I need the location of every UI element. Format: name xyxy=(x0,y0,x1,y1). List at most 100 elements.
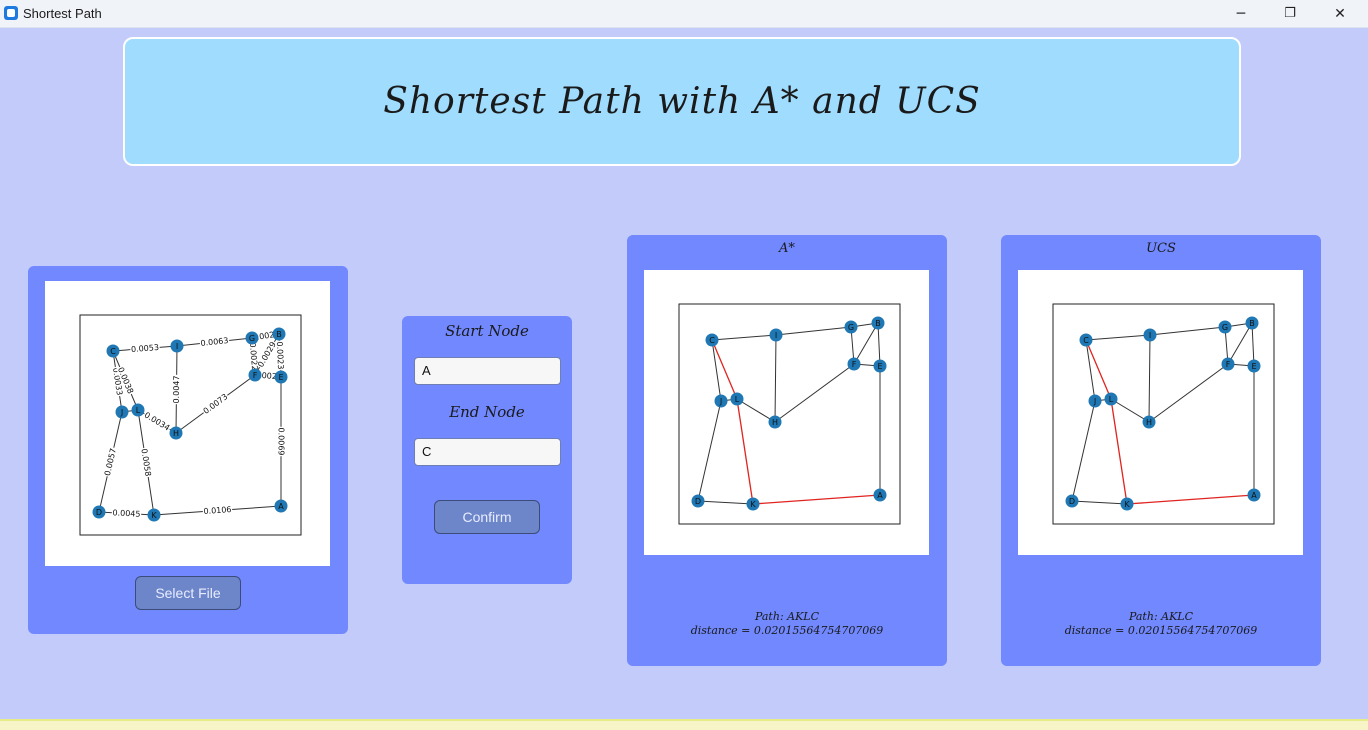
edge-DK xyxy=(697,500,754,505)
input-graph-panel: 0.0053 0.0063 0.0023 0.0022 0.0029 0.0023 0.00… xyxy=(28,266,348,634)
node-E xyxy=(873,359,887,373)
astar-path-text: Path: AKLC xyxy=(754,610,820,623)
node-K xyxy=(1120,497,1134,511)
end-node-input[interactable]: C xyxy=(414,438,561,466)
astar-graph-canvas: C I G B F E J L H D K A xyxy=(644,270,929,555)
node-selection-panel: Start Node A End Node C Confirm xyxy=(402,316,572,584)
plot-frame xyxy=(1052,303,1275,525)
node-G xyxy=(245,331,259,345)
node-C xyxy=(106,344,120,358)
edge-weight-bg xyxy=(116,365,135,396)
edge-BE xyxy=(877,322,881,367)
node-J xyxy=(115,405,129,419)
node-I xyxy=(170,339,184,353)
edge-JD xyxy=(697,400,722,502)
edge-weight-label: 0.0022 xyxy=(254,370,283,381)
edge-DK xyxy=(1071,500,1128,505)
node-label-K: K xyxy=(151,511,157,520)
edge-KA xyxy=(1126,494,1255,505)
node-E xyxy=(274,370,288,384)
node-B xyxy=(272,327,286,341)
node-label-E: E xyxy=(1251,362,1256,371)
node-F xyxy=(1221,357,1235,371)
ucs-distance-text: distance = 0.020155647547070​69 xyxy=(1064,624,1258,637)
ucs-title: UCS xyxy=(1146,241,1176,256)
edge-weight-label: 0.0029 xyxy=(256,340,278,369)
edge-weight-bg xyxy=(111,366,124,397)
start-node-input[interactable]: A xyxy=(414,357,561,385)
edge-weight-label: 0.0057 xyxy=(103,447,118,476)
node-L xyxy=(1104,392,1118,406)
ucs-graph-plot: C I G B F E J L H D K A xyxy=(1052,303,1275,525)
node-L xyxy=(730,392,744,406)
edge-weight-bg xyxy=(103,446,118,478)
edge-LK xyxy=(736,398,754,505)
node-I xyxy=(769,328,783,342)
node-D xyxy=(1065,494,1079,508)
node-label-B: B xyxy=(276,330,282,339)
edge-weight-bg xyxy=(201,392,230,416)
edge-HF xyxy=(774,363,855,423)
edge-CI xyxy=(1085,334,1151,341)
edge-CJ xyxy=(1085,339,1096,402)
node-G xyxy=(844,320,858,334)
node-label-L: L xyxy=(1109,395,1114,404)
edge-weight-bg xyxy=(199,336,230,348)
edge-BF xyxy=(1227,322,1253,365)
edge-weight-label: 0.0034 xyxy=(143,410,172,432)
edge-weight-bg xyxy=(172,374,181,405)
node-label-C: C xyxy=(1083,336,1089,345)
restore-button[interactable]: ❐ xyxy=(1284,6,1296,21)
ucs-path-text: Path: AKLC xyxy=(1128,610,1194,623)
node-label-C: C xyxy=(709,336,715,345)
edge-weight-label: 0.0047 xyxy=(172,375,181,403)
node-H xyxy=(768,415,782,429)
edge-weight-bg xyxy=(139,447,153,478)
node-label-F: F xyxy=(852,360,857,369)
node-K xyxy=(746,497,760,511)
edge-CI xyxy=(711,334,777,341)
node-B xyxy=(871,316,885,330)
plot-frame xyxy=(79,314,302,536)
edge-weight-label: 0.0058 xyxy=(139,448,152,477)
node-label-D: D xyxy=(96,508,102,517)
node-label-I: I xyxy=(176,342,178,351)
node-F xyxy=(847,357,861,371)
edge-BF xyxy=(853,322,879,365)
node-label-B: B xyxy=(875,319,881,328)
node-label-K: K xyxy=(1124,500,1130,509)
node-B xyxy=(1245,316,1259,330)
node-label-E: E xyxy=(278,373,283,382)
edge-BE xyxy=(1251,322,1255,367)
node-D xyxy=(92,505,106,519)
edge-CL xyxy=(711,339,738,400)
node-L xyxy=(131,403,145,417)
node-H xyxy=(169,426,183,440)
edge-weight-label: 0.0022 xyxy=(248,342,259,371)
node-label-I: I xyxy=(1149,331,1151,340)
node-label-H: H xyxy=(173,429,179,438)
astar-result-panel: A* C I G B F E J L H D K A Path: AKLC distance = 0.… xyxy=(627,235,947,666)
page-title: Shortest Path with A* and UCS xyxy=(383,81,981,122)
confirm-button[interactable]: Confirm xyxy=(434,500,540,534)
node-label-A: A xyxy=(877,491,883,500)
edge-KA xyxy=(752,494,881,505)
edge-weight-label: 0.0106 xyxy=(203,505,232,516)
node-label-C: C xyxy=(110,347,116,356)
select-file-button[interactable]: Select File xyxy=(135,576,241,610)
node-A xyxy=(274,499,288,513)
node-label-F: F xyxy=(253,371,258,380)
close-button[interactable]: ✕ xyxy=(1334,5,1346,22)
node-H xyxy=(1142,415,1156,429)
edge-CJ xyxy=(711,339,722,402)
start-node-label: Start Node xyxy=(445,322,529,340)
edge-weight-label: 0.0023 xyxy=(275,341,285,369)
node-A xyxy=(1247,488,1261,502)
astar-graph-plot: C I G B F E J L H D K A xyxy=(678,303,901,525)
astar-distance-text: distance = 0.020155647547070​69 xyxy=(690,624,884,637)
app-icon xyxy=(4,6,18,20)
edge-weight-bg xyxy=(248,341,259,372)
edge-LH xyxy=(736,398,776,423)
minimize-button[interactable]: ─ xyxy=(1236,5,1246,22)
edge-IH xyxy=(774,334,777,423)
